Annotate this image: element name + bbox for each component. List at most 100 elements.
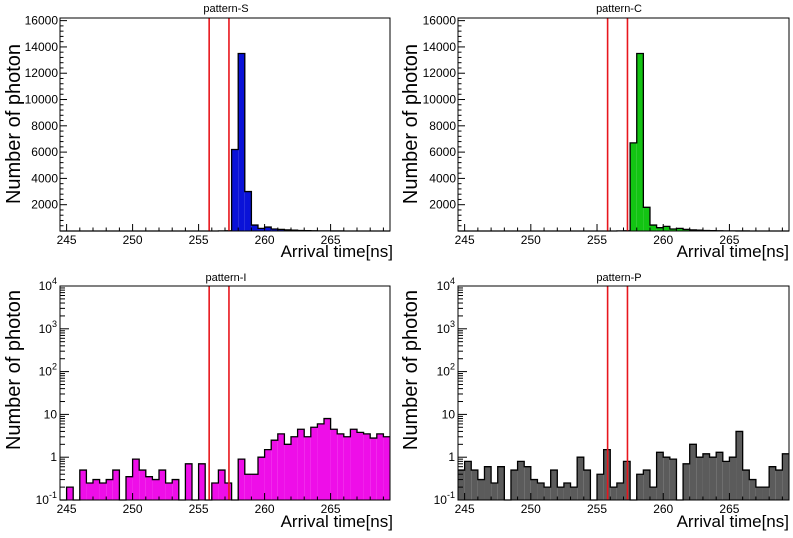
y-tick-label: 16000 (423, 14, 457, 28)
histogram-bin (93, 479, 100, 500)
y-tick-label: 12000 (423, 66, 457, 80)
histogram-bin (264, 227, 272, 231)
y-tick-label: 10-1 (434, 490, 455, 507)
chart-title: pattern-C (596, 3, 642, 15)
histogram-bin (570, 487, 578, 500)
histogram-bin (297, 429, 305, 500)
histogram-bin (762, 487, 770, 500)
histogram-bin (676, 228, 684, 231)
histogram-bin (636, 53, 644, 231)
y-tick-label: 103 (39, 319, 57, 336)
histogram-bin (350, 429, 357, 500)
y-axis-label: Number of photon (3, 290, 25, 450)
histogram-bin (198, 463, 206, 500)
histogram-bin (363, 433, 371, 500)
histogram-bin (112, 470, 120, 500)
histogram-bin (172, 479, 179, 500)
y-tick-label: 10 (44, 407, 58, 421)
histogram-bin (477, 479, 485, 500)
histogram-bin (524, 466, 531, 500)
histogram-bin (106, 479, 113, 500)
histogram-bin (79, 470, 87, 500)
histogram-bin (218, 470, 225, 500)
y-tick-label: 6000 (429, 145, 456, 159)
histogram-bin (769, 466, 776, 500)
histogram-bin (663, 226, 670, 231)
histogram-bin (656, 227, 664, 231)
panel-pattern-C: 245 250 255 260 265 2000 4000 6000 8000 10000 1200… (400, 3, 790, 261)
histogram-bin (636, 474, 644, 500)
histogram-bin (683, 463, 690, 500)
histogram-bin (99, 482, 107, 500)
plot-frame (457, 17, 790, 232)
x-tick-label: 260 (653, 502, 673, 516)
histogram-bin (264, 449, 272, 500)
histogram-bin (324, 418, 331, 500)
histogram-bin (577, 457, 584, 500)
histogram-bars (616, 53, 763, 231)
histogram-bin (491, 482, 498, 500)
histogram-bin (610, 487, 617, 500)
x-axis-label: Arrival time[ns] (677, 512, 789, 531)
histogram-bars (458, 431, 789, 500)
x-tick-label: 265 (719, 502, 739, 516)
histogram-bin (159, 470, 166, 500)
histogram-bin (66, 487, 74, 500)
y-tick-label: 1 (448, 450, 455, 464)
histogram-bin (330, 429, 338, 500)
x-tick-label: 265 (719, 233, 739, 247)
y-tick-label: 10000 (25, 93, 59, 107)
histogram-bin (383, 436, 390, 500)
histogram-bin (643, 470, 650, 500)
histogram-bin (86, 482, 93, 500)
histogram-bin (284, 444, 291, 500)
y-tick-label: 103 (437, 319, 455, 336)
histogram-outline (458, 52, 789, 232)
histogram-bin (782, 453, 789, 500)
histogram-bin (696, 457, 703, 500)
x-tick-label: 245 (455, 502, 475, 516)
histogram-bin (251, 225, 258, 231)
histogram-bin (709, 457, 717, 500)
histogram-bin (277, 229, 285, 231)
histogram-bin (643, 207, 650, 231)
y-tick-label: 6000 (31, 145, 58, 159)
y-tick-label: 104 (39, 276, 57, 293)
y-tick-label: 10 (442, 407, 456, 421)
x-tick-label: 255 (189, 233, 209, 247)
histogram-bin (510, 470, 518, 500)
x-axis-label: Arrival time[ns] (281, 242, 393, 261)
histogram-bin (775, 470, 783, 500)
histogram-outline (60, 417, 390, 501)
y-axis-label: Number of photon (400, 44, 422, 204)
panel-pattern-I: 245 250 255 260 265 10-1 1 10 102 103 104 pattern-I… (3, 272, 393, 531)
histogram-bin (716, 452, 723, 500)
histogram-bin (544, 487, 551, 500)
histogram-bin (185, 463, 192, 500)
histogram-bin (152, 479, 159, 500)
histogram-bin (258, 228, 265, 231)
histogram-bin (755, 487, 763, 500)
y-tick-label: 2000 (429, 198, 456, 212)
histogram-bin (271, 440, 278, 500)
y-tick-label: 4000 (31, 171, 58, 185)
y-tick-label: 4000 (429, 171, 456, 185)
histogram-bin (702, 453, 710, 500)
chart-title: pattern-I (206, 272, 247, 284)
x-tick-label: 265 (321, 233, 341, 247)
histogram-bars (218, 53, 364, 231)
histogram-bin (736, 431, 743, 500)
histogram-bin (683, 229, 690, 231)
histogram-bin (244, 191, 252, 231)
x-tick-label: 250 (521, 502, 541, 516)
plot-frame (59, 17, 391, 232)
x-tick-label: 245 (57, 502, 77, 516)
histogram-bin (497, 466, 505, 500)
histogram-bin (258, 457, 265, 500)
x-tick-label: 260 (255, 233, 275, 247)
y-axis-label: Number of photon (400, 290, 422, 450)
x-tick-label: 260 (255, 502, 275, 516)
histogram-bin (656, 452, 664, 500)
histogram-bin (742, 470, 750, 500)
histogram-bin (484, 466, 492, 500)
